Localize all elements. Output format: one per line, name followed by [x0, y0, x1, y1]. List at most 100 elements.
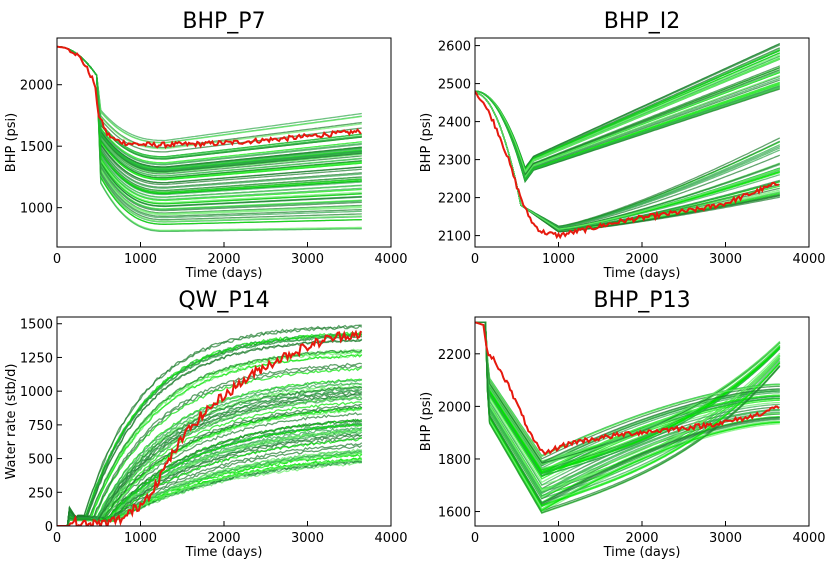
ensemble-line — [475, 321, 781, 470]
axes-frame — [56, 316, 392, 527]
x-axis-label: Time (days) — [185, 545, 263, 560]
ensemble-line — [57, 45, 362, 202]
y-tick-label: 2300 — [438, 154, 471, 169]
observed-line — [57, 45, 362, 150]
subplot-bhp_p13: 0 1000 2000 3000 4000 1600 1800 2000 2200 BHP_P13… — [419, 288, 826, 560]
ensemble-line — [57, 45, 362, 225]
ensemble-line — [57, 45, 362, 189]
y-tick-label: 750 — [28, 419, 53, 434]
ensemble-line — [475, 321, 780, 477]
ensemble-line — [57, 325, 363, 526]
y-tick-label: 1500 — [20, 140, 53, 155]
y-tick-label: 2000 — [20, 79, 53, 94]
y-tick-label: 1600 — [438, 506, 471, 521]
x-tick-label: 0 — [471, 252, 479, 267]
ensemble-line — [475, 321, 780, 464]
x-tick-label: 1000 — [542, 252, 575, 267]
x-tick-label: 0 — [53, 531, 61, 546]
ensemble-line — [57, 45, 362, 186]
ensemble-line — [57, 45, 362, 181]
ensemble-line — [57, 45, 362, 222]
x-tick-label: 3000 — [709, 531, 742, 546]
y-axis-label: Water rate (stb/d) — [4, 364, 19, 480]
ensemble-line — [57, 349, 363, 526]
y-tick-label: 2600 — [438, 40, 471, 55]
ensemble-lines — [475, 321, 781, 515]
ensemble-line — [57, 45, 362, 153]
ensemble-line — [57, 45, 362, 166]
subplot-qw_p14: 0 1000 2000 3000 4000 0 250 500 750 1000 1250 1500 Q… — [4, 288, 408, 560]
x-tick-label: 0 — [53, 252, 61, 267]
y-tick-label: 1250 — [20, 351, 53, 366]
ensemble-line — [475, 321, 780, 514]
y-tick-label: 250 — [28, 486, 53, 501]
x-axis-label: Time (days) — [603, 545, 681, 560]
ensemble-line — [475, 321, 781, 514]
ensemble-line — [475, 321, 781, 506]
y-tick-label: 1500 — [20, 318, 53, 333]
ensemble-line — [475, 43, 781, 170]
x-tick-label: 1000 — [124, 252, 157, 267]
ensemble-line — [475, 85, 781, 183]
ensemble-line — [475, 48, 781, 171]
y-axis-label: BHP (psi) — [419, 113, 434, 172]
ensemble-line — [57, 338, 363, 526]
ensemble-line — [57, 366, 363, 526]
ensemble-line — [475, 321, 780, 486]
ensemble-lines — [57, 324, 363, 526]
ensemble-line — [57, 423, 362, 526]
ensemble-line — [475, 321, 780, 510]
ensemble-line — [475, 321, 780, 512]
ensemble-line — [57, 45, 362, 168]
ensemble-line — [57, 421, 363, 526]
ensemble-line — [475, 321, 780, 467]
ensemble-lines — [475, 43, 781, 233]
ensemble-line — [57, 45, 362, 173]
ensemble-line — [475, 44, 781, 170]
y-tick-label: 500 — [28, 453, 53, 468]
ensemble-line — [475, 321, 780, 498]
ensemble-line — [57, 334, 363, 526]
y-tick-label: 1000 — [20, 385, 53, 400]
x-axis-label: Time (days) — [185, 266, 263, 281]
ensemble-line — [57, 45, 362, 216]
ensemble-line — [57, 385, 363, 526]
subplot-title: BHP_I2 — [604, 9, 680, 34]
ensemble-line — [57, 45, 362, 179]
ensemble-line — [475, 321, 781, 466]
x-tick-label: 3000 — [291, 252, 324, 267]
ensemble-line — [475, 49, 781, 172]
x-tick-label: 2000 — [625, 252, 658, 267]
ensemble-line — [475, 321, 781, 475]
ensemble-line — [475, 321, 780, 480]
ensemble-line — [57, 45, 362, 217]
x-tick-label: 2000 — [625, 531, 658, 546]
x-tick-label: 4000 — [792, 531, 825, 546]
ensemble-line — [57, 45, 362, 196]
ensemble-line — [57, 45, 362, 142]
x-tick-label: 4000 — [792, 252, 825, 267]
ensemble-line — [475, 321, 780, 458]
ensemble-line — [57, 45, 362, 198]
x-tick-label: 2000 — [207, 252, 240, 267]
ensemble-line — [57, 45, 362, 204]
ensemble-line — [475, 71, 781, 178]
y-tick-label: 2200 — [438, 192, 471, 207]
x-tick-label: 4000 — [374, 252, 407, 267]
ensemble-line — [57, 45, 362, 219]
ensemble-line — [57, 45, 362, 221]
ensemble-line — [57, 45, 362, 177]
ensemble-line — [57, 45, 362, 211]
x-tick-label: 1000 — [542, 531, 575, 546]
subplot-bhp_i2: 0 1000 2000 3000 4000 2100 2200 2300 2400 2500 260… — [419, 9, 826, 281]
ensemble-line — [475, 43, 781, 170]
ensemble-line — [57, 391, 363, 526]
ensemble-line — [57, 351, 363, 526]
subplot-bhp_p7: 0 1000 2000 3000 4000 1000 1500 2000 BHP_P7 Time … — [4, 9, 408, 281]
ensemble-line — [57, 401, 363, 526]
subplot-title: BHP_P13 — [593, 288, 690, 313]
y-tick-label: 2400 — [438, 116, 471, 131]
ensemble-line — [57, 45, 362, 171]
y-tick-label: 2200 — [438, 348, 471, 363]
